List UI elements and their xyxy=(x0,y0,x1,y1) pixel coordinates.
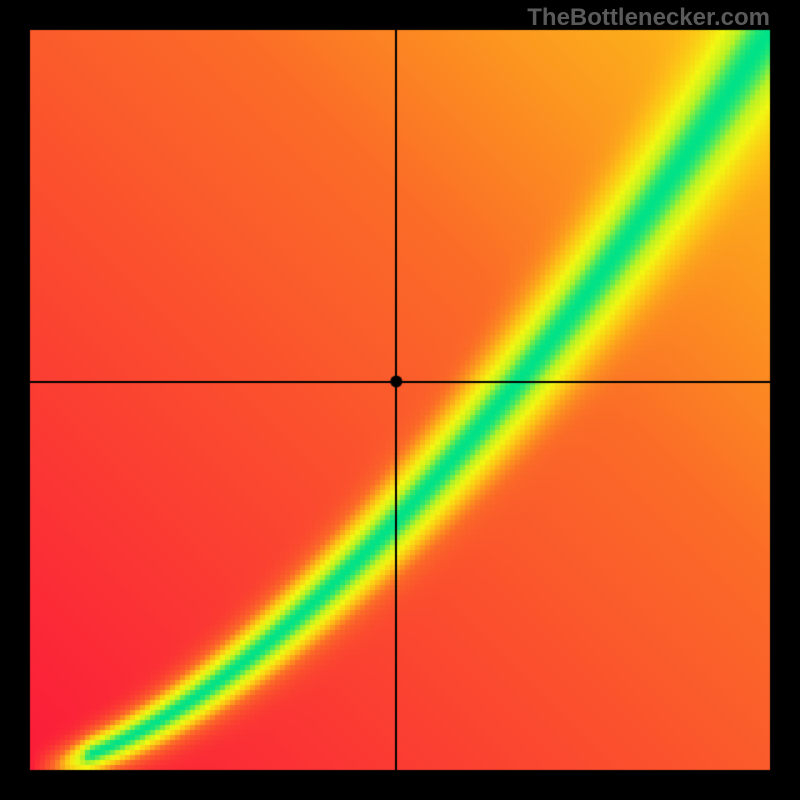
bottleneck-heatmap xyxy=(0,0,800,800)
watermark-text: TheBottlenecker.com xyxy=(527,4,770,32)
